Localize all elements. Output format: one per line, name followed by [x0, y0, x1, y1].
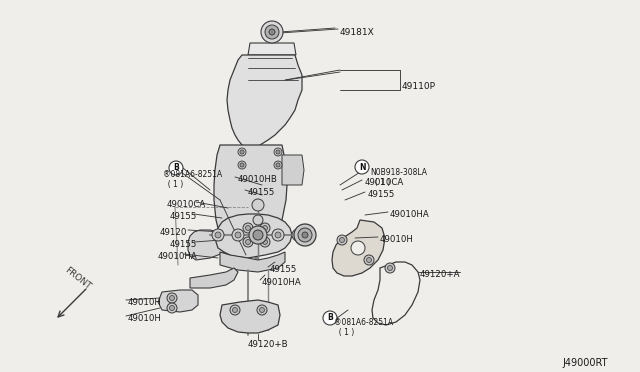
Circle shape [387, 266, 392, 270]
Circle shape [252, 229, 264, 241]
Text: J49000RT: J49000RT [562, 358, 607, 368]
Text: 49010CA: 49010CA [167, 200, 206, 209]
Text: 49010HA: 49010HA [390, 210, 429, 219]
Circle shape [257, 305, 267, 315]
Circle shape [265, 25, 279, 39]
Circle shape [337, 235, 347, 245]
Text: 49010HB: 49010HB [238, 175, 278, 184]
Circle shape [298, 228, 312, 242]
Text: 49010CA: 49010CA [365, 178, 404, 187]
Circle shape [269, 29, 275, 35]
Circle shape [274, 161, 282, 169]
Text: B: B [173, 164, 179, 173]
Circle shape [240, 163, 244, 167]
Text: ®081A6-8251A
  ( 1 ): ®081A6-8251A ( 1 ) [334, 318, 393, 337]
Circle shape [351, 241, 365, 255]
Circle shape [240, 150, 244, 154]
Text: 49010H: 49010H [128, 314, 162, 323]
Text: 49120+B: 49120+B [248, 340, 289, 349]
Polygon shape [190, 268, 238, 288]
Text: FRONT: FRONT [63, 265, 93, 291]
Circle shape [249, 226, 267, 244]
Circle shape [262, 240, 268, 244]
Circle shape [253, 230, 263, 240]
Circle shape [274, 148, 282, 156]
Circle shape [276, 150, 280, 154]
Circle shape [230, 305, 240, 315]
Text: 49155: 49155 [270, 265, 298, 274]
Text: ®081A6-8251A
  ( 1 ): ®081A6-8251A ( 1 ) [163, 170, 222, 189]
Text: 49155: 49155 [170, 240, 197, 249]
Circle shape [260, 223, 270, 233]
Circle shape [215, 232, 221, 238]
Circle shape [167, 293, 177, 303]
Circle shape [339, 237, 344, 243]
Circle shape [272, 229, 284, 241]
Text: 49120: 49120 [160, 228, 188, 237]
Circle shape [385, 263, 395, 273]
Circle shape [262, 225, 268, 231]
Polygon shape [188, 230, 226, 260]
Circle shape [232, 229, 244, 241]
Polygon shape [220, 300, 280, 333]
Circle shape [253, 215, 263, 225]
Circle shape [238, 161, 246, 169]
Circle shape [243, 237, 253, 247]
Circle shape [170, 305, 175, 311]
Text: 49120+A: 49120+A [420, 270, 461, 279]
Circle shape [292, 229, 304, 241]
Circle shape [276, 163, 280, 167]
Text: 49010H: 49010H [380, 235, 414, 244]
Polygon shape [220, 252, 285, 272]
Text: B: B [327, 314, 333, 323]
Circle shape [364, 255, 374, 265]
Circle shape [167, 303, 177, 313]
Text: N0B918-308LA
  ( 1 ): N0B918-308LA ( 1 ) [370, 168, 427, 187]
Circle shape [295, 232, 301, 238]
Text: 49155: 49155 [368, 190, 396, 199]
Text: 49155: 49155 [170, 212, 197, 221]
Polygon shape [227, 55, 302, 150]
Circle shape [246, 225, 250, 231]
Polygon shape [248, 43, 296, 55]
Circle shape [302, 232, 308, 238]
Text: 49010H: 49010H [128, 298, 162, 307]
Polygon shape [158, 290, 198, 312]
Circle shape [261, 21, 283, 43]
Text: 49010HA: 49010HA [262, 278, 301, 287]
Circle shape [294, 224, 316, 246]
Polygon shape [214, 145, 287, 243]
Circle shape [246, 240, 250, 244]
Text: 49155: 49155 [248, 188, 275, 197]
Circle shape [255, 232, 261, 238]
Circle shape [235, 232, 241, 238]
Circle shape [355, 160, 369, 174]
Circle shape [232, 308, 237, 312]
Circle shape [275, 232, 281, 238]
Polygon shape [282, 155, 304, 185]
Circle shape [169, 161, 183, 175]
Circle shape [367, 257, 371, 263]
Circle shape [212, 229, 224, 241]
Text: 49110P: 49110P [402, 82, 436, 91]
Circle shape [259, 308, 264, 312]
Circle shape [243, 223, 253, 233]
Text: N: N [359, 163, 365, 171]
Polygon shape [216, 214, 292, 258]
Text: 49010HA: 49010HA [158, 252, 198, 261]
Circle shape [238, 148, 246, 156]
Text: 49181X: 49181X [340, 28, 375, 37]
Circle shape [323, 311, 337, 325]
Polygon shape [332, 220, 385, 276]
Circle shape [260, 237, 270, 247]
Circle shape [252, 199, 264, 211]
Circle shape [170, 295, 175, 301]
